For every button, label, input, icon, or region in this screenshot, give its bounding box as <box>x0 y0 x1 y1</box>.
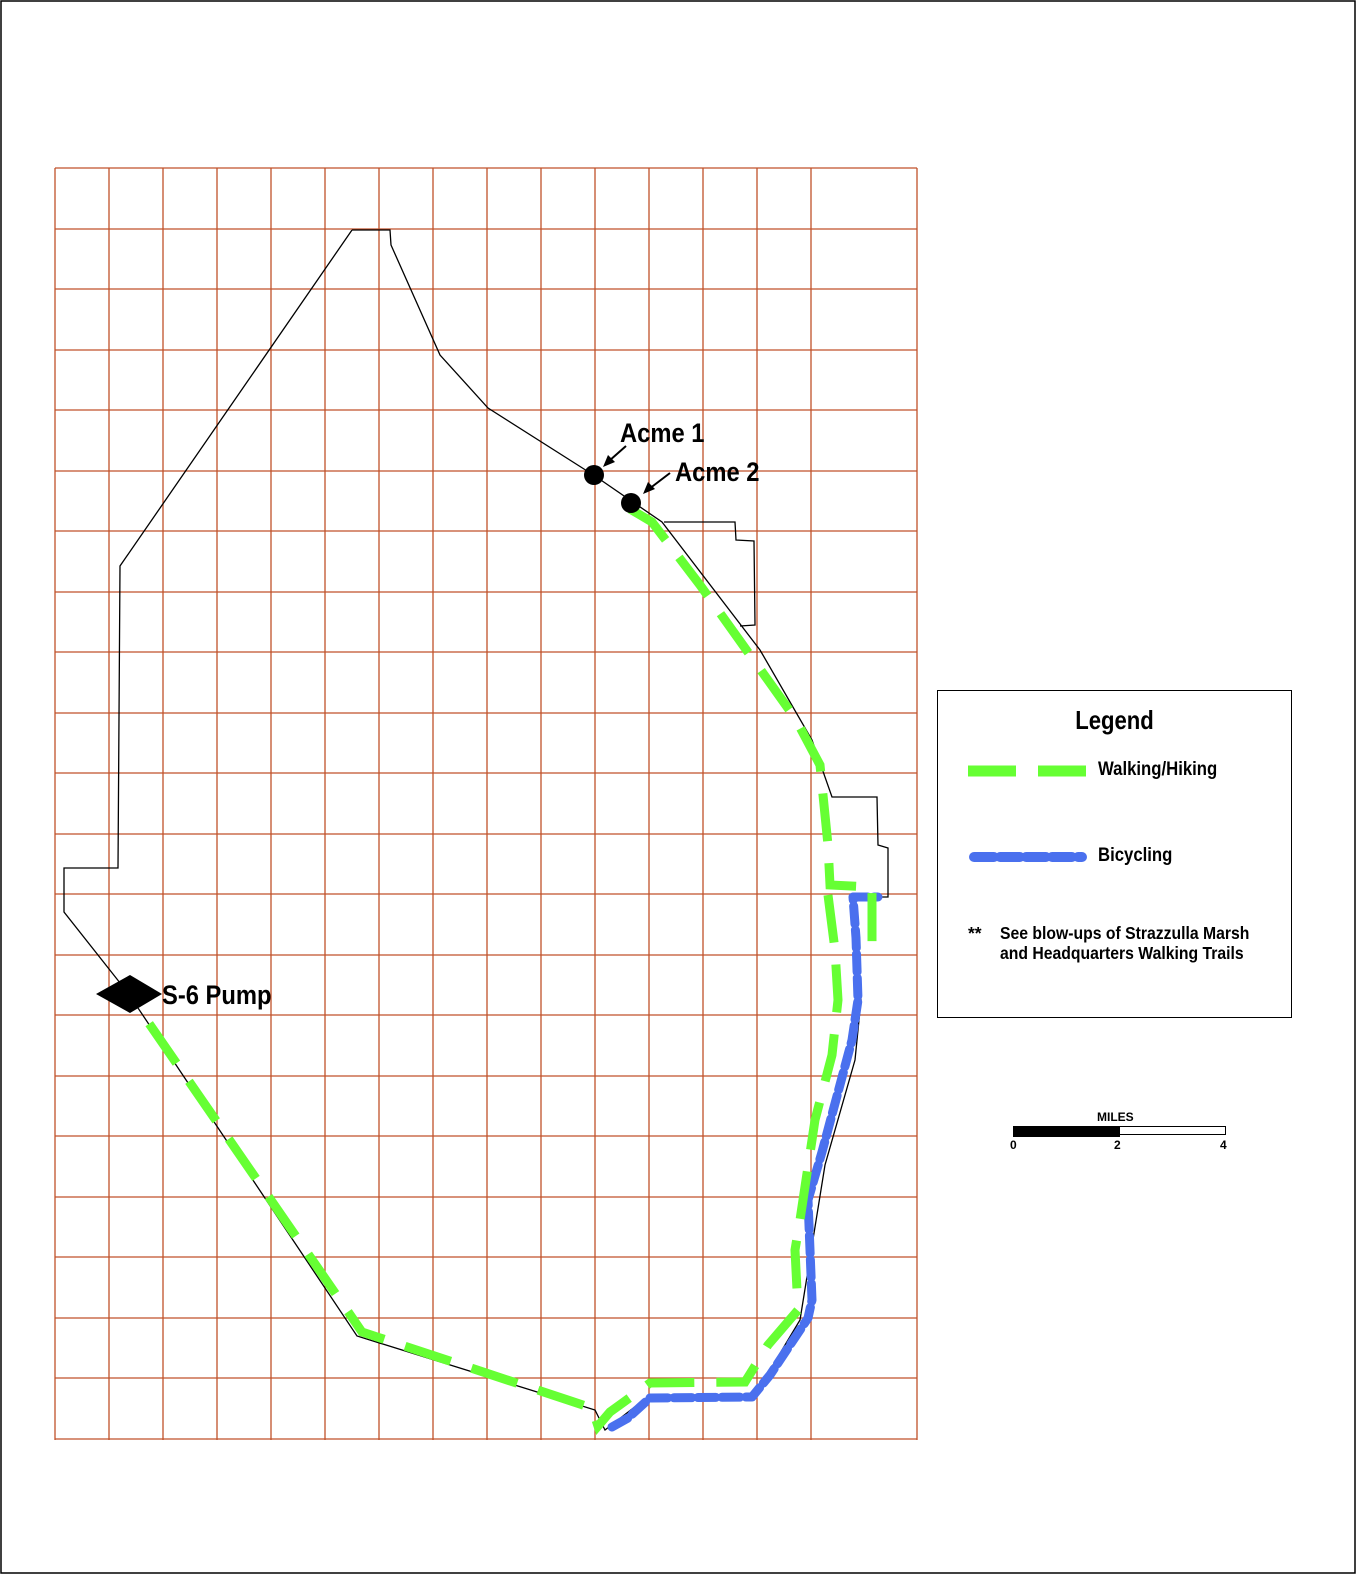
legend-panel: Legend Walking/Hiking Bicycling ** See b… <box>937 690 1292 1018</box>
bicycle-trail <box>607 892 883 1432</box>
scale-tick-0: 0 <box>1010 1138 1017 1152</box>
legend-title: Legend <box>1075 705 1154 735</box>
legend-note-text: See blow-ups of Strazzulla Marsh and Hea… <box>1000 923 1250 963</box>
bicycle-line-swatch <box>969 852 1087 862</box>
legend-note-marker: ** <box>968 923 982 943</box>
walking-trail <box>627 505 877 955</box>
scale-bar: MILES 0 2 4 <box>1010 1110 1230 1160</box>
legend-item-bicycling-label: Bicycling <box>1098 845 1173 866</box>
scale-tick-4: 4 <box>1220 1138 1227 1152</box>
scale-tick-2: 2 <box>1114 1138 1121 1152</box>
legend-item-walking: Walking/Hiking <box>966 757 1286 787</box>
acme1-marker <box>584 465 604 485</box>
scale-title: MILES <box>1097 1110 1134 1124</box>
acme1-arrow <box>603 445 627 467</box>
acme2-label: Acme 2 <box>675 458 760 488</box>
scale-segment-black <box>1013 1126 1120 1137</box>
walking-line-swatch <box>968 765 1088 777</box>
legend-item-walking-label: Walking/Hiking <box>1098 759 1218 780</box>
acme2-marker <box>621 493 641 513</box>
walking-trail-east <box>124 894 843 1435</box>
scale-segment-white <box>1119 1126 1226 1135</box>
acme1-label: Acme 1 <box>620 419 705 449</box>
s6-pump-marker <box>96 975 162 1013</box>
map-grid <box>54 167 918 1440</box>
s6-pump-label: S-6 Pump <box>162 981 272 1011</box>
acme2-arrow <box>643 472 671 494</box>
legend-item-bicycling: Bicycling <box>966 843 1286 873</box>
